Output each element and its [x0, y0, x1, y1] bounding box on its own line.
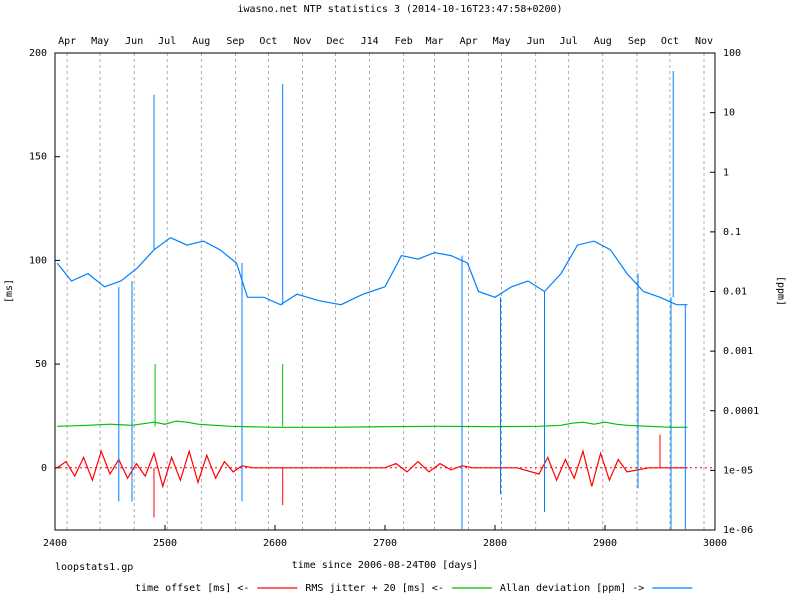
left-tick-label: 50	[35, 359, 47, 370]
left-tick-label: 0	[41, 463, 47, 474]
x-tick-label: 2500	[153, 538, 177, 549]
month-label: Apr	[58, 36, 76, 47]
x-tick-label: 3000	[703, 538, 727, 549]
month-label: J14	[361, 36, 379, 47]
month-label: Sep	[226, 36, 244, 47]
right-tick-label: 1e-06	[723, 525, 753, 536]
month-label: Jun	[527, 36, 545, 47]
series-line	[56, 449, 688, 489]
right-tick-label: 0.1	[723, 227, 741, 238]
x-axis-ticks: 2400 2500 2600 2700 2800 2900 3000	[43, 525, 727, 549]
x-tick-label: 2400	[43, 538, 67, 549]
legend-entry-label: Allan deviation [ppm] ->	[500, 583, 644, 594]
series-1	[57, 364, 688, 428]
series-2	[56, 70, 688, 530]
month-label: Feb	[395, 36, 413, 47]
left-tick-label: 200	[29, 48, 47, 59]
right-tick-label: 0.0001	[723, 406, 759, 417]
month-label: Aug	[594, 36, 612, 47]
series-layer	[56, 70, 688, 530]
x-tick-label: 2600	[263, 538, 287, 549]
legend-entry-label: RMS jitter + 20 [ms] <-	[305, 583, 443, 594]
month-label: Aug	[192, 36, 210, 47]
x-tick-label: 2700	[373, 538, 397, 549]
right-tick-label: 0.01	[723, 287, 747, 298]
series-0	[56, 434, 688, 518]
y-axis-label-left: [ms]	[4, 279, 15, 303]
right-tick-label: 1	[723, 167, 729, 178]
right-tick-label: 0.001	[723, 346, 753, 357]
left-tick-label: 150	[29, 152, 47, 163]
series-line	[57, 420, 688, 428]
month-label: Mar	[425, 36, 443, 47]
right-tick-label: 10	[723, 108, 735, 119]
month-label: Nov	[695, 36, 713, 47]
footer-label: loopstats1.gp	[55, 562, 133, 573]
month-label: Sep	[628, 36, 646, 47]
x-axis-label: time since 2006-08-24T00 [days]	[292, 560, 479, 571]
x-tick-label: 2900	[593, 538, 617, 549]
month-label: Jul	[158, 36, 176, 47]
month-labels: Apr May Jun Jul Aug Sep Oct Nov Dec J14 Feb Mar Apr M…	[58, 36, 713, 47]
month-label: Dec	[326, 36, 344, 47]
month-label: Apr	[460, 36, 478, 47]
right-axis-ticks: 1e-06 1e-05 0.0001 0.001 0.01 0.1 1 10 100	[710, 48, 759, 536]
legend: time offset [ms] <- RMS jitter + 20 [ms] …	[135, 583, 693, 594]
series-line	[56, 237, 688, 306]
month-label: Oct	[661, 36, 679, 47]
y-axis-label-right: [ppm]	[775, 276, 786, 306]
month-grid-lines	[66, 53, 705, 530]
month-label: Jun	[125, 36, 143, 47]
month-label: Oct	[259, 36, 277, 47]
chart-title: iwasno.net NTP statistics 3 (2014-10-16T…	[237, 4, 562, 15]
left-tick-label: 100	[29, 255, 47, 266]
month-label: Jul	[560, 36, 578, 47]
month-label: May	[91, 36, 109, 47]
left-axis-ticks: 0 50 100 150 200	[29, 48, 60, 474]
month-label: May	[493, 36, 511, 47]
x-tick-label: 2800	[483, 538, 507, 549]
right-tick-label: 1e-05	[723, 465, 753, 476]
legend-entry-label: time offset [ms] <-	[135, 583, 249, 594]
month-label: Nov	[293, 36, 311, 47]
right-tick-label: 100	[723, 48, 741, 59]
